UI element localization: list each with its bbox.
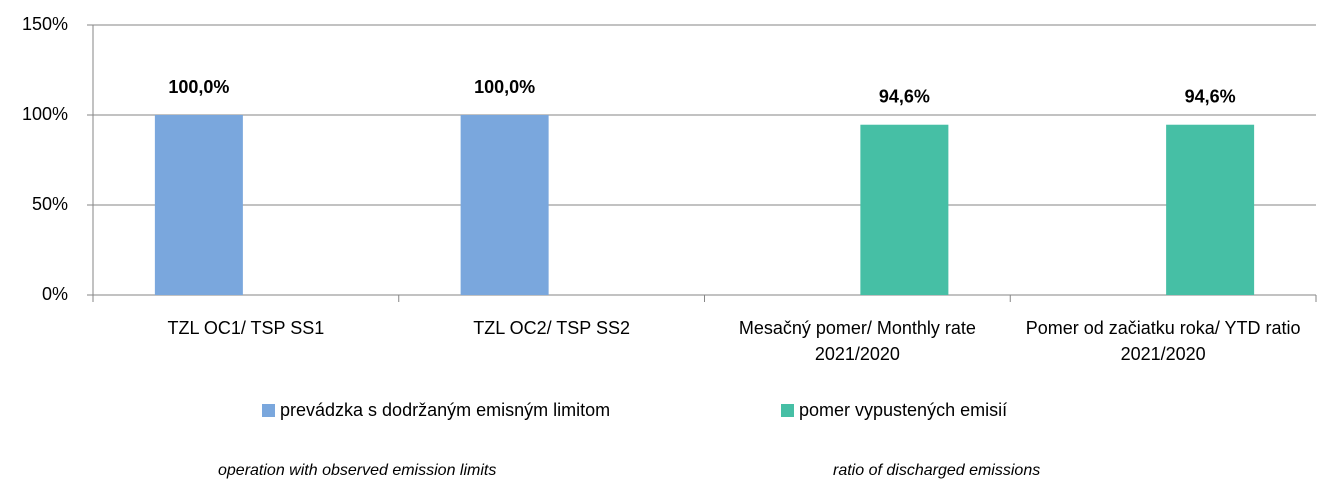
y-tick-label: 0% [42, 284, 68, 304]
y-tick-label: 50% [32, 194, 68, 214]
legend-item: prevádzka s dodržaným emisným limitom [262, 400, 610, 421]
y-tick-label: 150% [22, 14, 68, 34]
x-tick-label: Pomer od začiatku roka/ YTD ratio 2021/2… [1025, 318, 1301, 364]
x-tick-label: Mesačný pomer/ Monthly rate 2021/2020 [738, 318, 976, 364]
legend-swatch [781, 404, 794, 417]
value-label-bg [158, 74, 239, 102]
value-label: 94,6% [879, 86, 930, 106]
bar [1166, 124, 1255, 295]
x-tick-label: TZL OC2/ TSP SS2 [473, 318, 630, 338]
value-label: 100,0% [168, 77, 229, 97]
legend-label: pomer vypustených emisií [799, 400, 1008, 420]
legend-description: ratio of discharged emissions [833, 462, 1041, 479]
value-label-bg [1170, 83, 1251, 112]
bar [460, 115, 549, 295]
value-label: 94,6% [1185, 86, 1236, 106]
x-tick-label: TZL OC1/ TSP SS1 [167, 318, 325, 338]
value-label-bg [864, 83, 945, 112]
legend-label: prevádzka s dodržaným emisným limitom [280, 400, 611, 420]
y-tick-label: 100% [22, 104, 68, 124]
value-label-bg [464, 74, 545, 102]
legend-description: operation with observed emission limits [218, 462, 497, 479]
legend-item: pomer vypustených emisií [781, 400, 1007, 421]
bar [154, 115, 243, 295]
bar [860, 124, 949, 295]
legend-swatch [262, 404, 275, 417]
value-label: 100,0% [474, 77, 535, 97]
